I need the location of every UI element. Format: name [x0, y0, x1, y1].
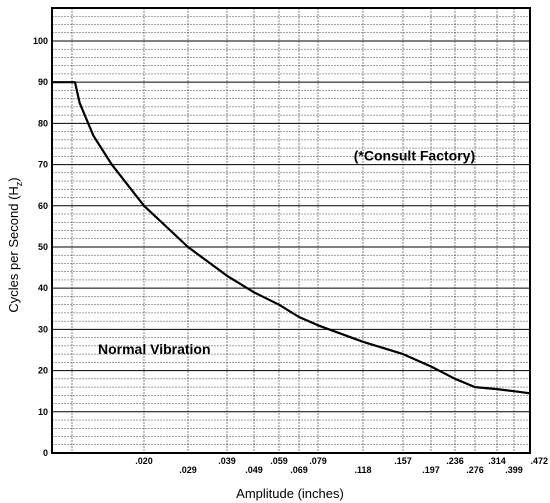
y-tick-label: 100	[33, 36, 48, 46]
y-tick-label: 50	[38, 242, 48, 252]
y-tick-label: 80	[38, 118, 48, 128]
x-tick-label: .399	[505, 465, 523, 475]
annotation-consult-factory: (*Consult Factory)	[354, 147, 475, 163]
y-axis-label-subscript: z	[14, 181, 24, 186]
series-line	[52, 81, 531, 395]
x-tick-label: .197	[422, 465, 440, 475]
y-tick-labels: 0 10 20 30 40 50 60 70 80 90 100	[33, 36, 48, 458]
x-tick-label: .059	[270, 456, 288, 466]
x-tick-label: .314	[488, 456, 506, 466]
y-tick-label: 0	[43, 448, 48, 458]
y-axis-label-main: Cycles per Second (H	[6, 186, 21, 312]
y-tick-label: 70	[38, 160, 48, 170]
x-tick-label: .157	[394, 456, 412, 466]
x-tick-label: .029	[179, 465, 197, 475]
y-tick-label: 60	[38, 201, 48, 211]
x-tick-label: .236	[446, 456, 464, 466]
y-tick-label: 40	[38, 283, 48, 293]
x-tick-label: .049	[245, 465, 263, 475]
y-tick-label: 30	[38, 324, 48, 334]
x-tick-labels: .020 .029 .039 .049 .059.069.079 .118 .157 .197…	[135, 456, 548, 475]
x-tick-label: .020	[135, 456, 153, 466]
x-tick-label: .069	[290, 465, 308, 475]
plot-border	[51, 7, 531, 454]
series-group	[52, 81, 531, 395]
x-tick-label: .039	[218, 456, 236, 466]
grid	[52, 8, 530, 453]
y-axis-label-close: )	[6, 177, 21, 181]
y-tick-label: 90	[38, 77, 48, 87]
x-tick-label: .276	[466, 465, 484, 475]
x-tick-label: .079	[309, 456, 327, 466]
plot-frame	[51, 7, 531, 454]
y-tick-label: 20	[38, 366, 48, 376]
y-tick-label: 10	[38, 407, 48, 417]
x-tick-label: .472	[530, 456, 548, 466]
annotation-normal-vibration: Normal Vibration	[98, 341, 211, 357]
x-axis-label: Amplitude (inches)	[236, 486, 344, 501]
y-axis-label: Cycles per Second (Hz)	[6, 177, 24, 312]
x-tick-label: .118	[354, 465, 371, 475]
annotations: (*Consult Factory) Normal Vibration	[98, 147, 475, 357]
